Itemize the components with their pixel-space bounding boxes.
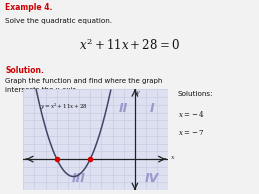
Text: x: x [171, 155, 174, 160]
Text: I: I [149, 102, 154, 115]
Text: $x = -7$: $x = -7$ [178, 128, 205, 137]
Text: $y = x^2 + 11x + 28$: $y = x^2 + 11x + 28$ [40, 101, 88, 112]
Text: y: y [135, 90, 139, 95]
Text: Solution.: Solution. [5, 66, 44, 75]
Text: IV: IV [145, 172, 159, 185]
Text: III: III [72, 172, 86, 185]
Text: Solve the quadratic equation.: Solve the quadratic equation. [5, 18, 112, 24]
Text: $x = -4$: $x = -4$ [178, 109, 205, 119]
Text: Graph the function and find where the graph: Graph the function and find where the gr… [5, 78, 163, 84]
Text: intersects the x-axis.: intersects the x-axis. [5, 87, 78, 94]
Text: Solutions:: Solutions: [178, 91, 213, 97]
Text: $x^2 + 11x + 28 = 0$: $x^2 + 11x + 28 = 0$ [79, 37, 180, 53]
Text: II: II [119, 102, 128, 115]
Text: Example 4.: Example 4. [5, 3, 53, 12]
